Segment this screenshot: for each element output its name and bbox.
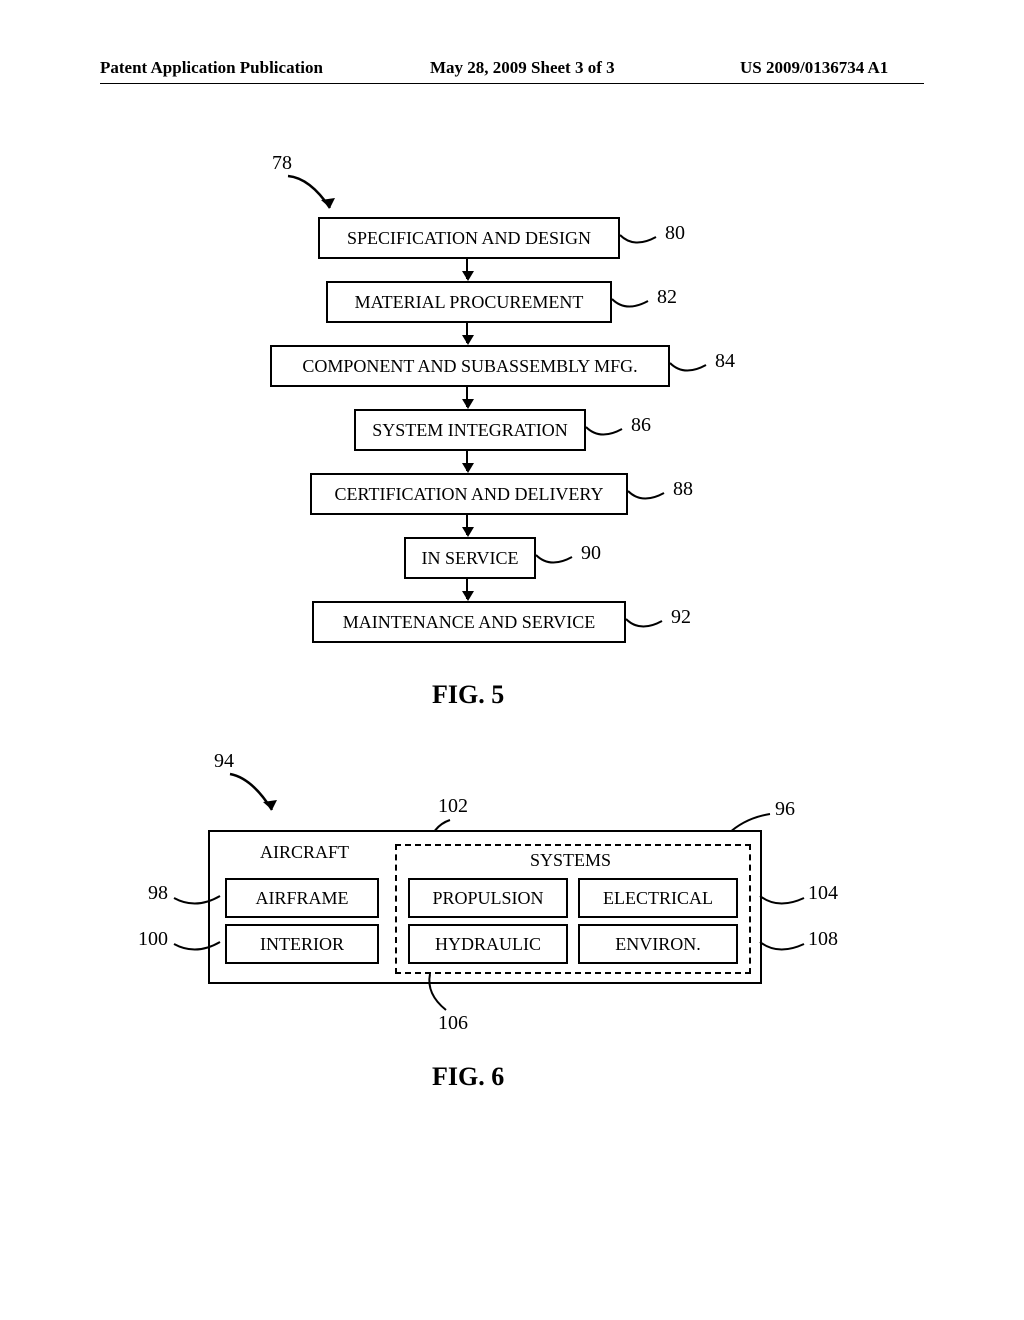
step-1-box: MATERIAL PROCUREMENT: [326, 281, 612, 323]
ref-98: 98: [148, 882, 168, 905]
step-6-text: MAINTENANCE AND SERVICE: [343, 612, 596, 633]
interior-text: INTERIOR: [260, 934, 344, 955]
environ-text: ENVIRON.: [615, 934, 701, 955]
header-center: May 28, 2009 Sheet 3 of 3: [430, 58, 615, 78]
step-4-box: CERTIFICATION AND DELIVERY: [310, 473, 628, 515]
step-5-box: IN SERVICE: [404, 537, 536, 579]
step-6-box: MAINTENANCE AND SERVICE: [312, 601, 626, 643]
ref-100: 100: [138, 928, 168, 951]
pointer-curve-78: [280, 168, 360, 218]
ref-curve-104: [756, 884, 816, 914]
ref-84: 84: [715, 350, 735, 373]
aircraft-label: AIRCRAFT: [260, 842, 349, 863]
ref-106: 106: [438, 1012, 468, 1035]
header-rule: [100, 83, 924, 84]
step-2-text: COMPONENT AND SUBASSEMBLY MFG.: [302, 356, 637, 377]
step-5-text: IN SERVICE: [421, 548, 518, 569]
arrow-0: [466, 257, 468, 279]
step-0-text: SPECIFICATION AND DESIGN: [347, 228, 591, 249]
arrow-5: [466, 577, 468, 599]
ref-104: 104: [808, 882, 838, 905]
arrow-3: [466, 449, 468, 471]
ref-86: 86: [631, 414, 651, 437]
step-4-text: CERTIFICATION AND DELIVERY: [335, 484, 604, 505]
ref-102: 102: [438, 795, 468, 818]
ref-curve-106: [418, 972, 468, 1017]
ref-92: 92: [671, 606, 691, 629]
hydraulic-box: HYDRAULIC: [408, 924, 568, 964]
fig5-label: FIG. 5: [432, 680, 504, 710]
ref-curve-108: [756, 930, 816, 960]
airframe-box: AIRFRAME: [225, 878, 379, 918]
ref-88: 88: [673, 478, 693, 501]
header-left: Patent Application Publication: [100, 58, 323, 78]
airframe-text: AIRFRAME: [255, 888, 348, 909]
step-2-box: COMPONENT AND SUBASSEMBLY MFG.: [270, 345, 670, 387]
propulsion-text: PROPULSION: [432, 888, 543, 909]
arrow-2: [466, 385, 468, 407]
pointer-curve-94: [222, 766, 302, 821]
ref-90: 90: [581, 542, 601, 565]
ref-108: 108: [808, 928, 838, 951]
ref-82: 82: [657, 286, 677, 309]
environ-box: ENVIRON.: [578, 924, 738, 964]
ref-curve-98: [170, 884, 230, 914]
systems-label: SYSTEMS: [530, 850, 611, 871]
arrow-1: [466, 321, 468, 343]
step-3-box: SYSTEM INTEGRATION: [354, 409, 586, 451]
ref-80: 80: [665, 222, 685, 245]
hydraulic-text: HYDRAULIC: [435, 934, 541, 955]
header-right: US 2009/0136734 A1: [740, 58, 888, 78]
step-1-text: MATERIAL PROCUREMENT: [355, 292, 584, 313]
step-3-text: SYSTEM INTEGRATION: [372, 420, 568, 441]
electrical-text: ELECTRICAL: [603, 888, 713, 909]
ref-curve-100: [170, 930, 230, 960]
interior-box: INTERIOR: [225, 924, 379, 964]
step-0-box: SPECIFICATION AND DESIGN: [318, 217, 620, 259]
propulsion-box: PROPULSION: [408, 878, 568, 918]
arrow-4: [466, 513, 468, 535]
fig6-label: FIG. 6: [432, 1062, 504, 1092]
electrical-box: ELECTRICAL: [578, 878, 738, 918]
